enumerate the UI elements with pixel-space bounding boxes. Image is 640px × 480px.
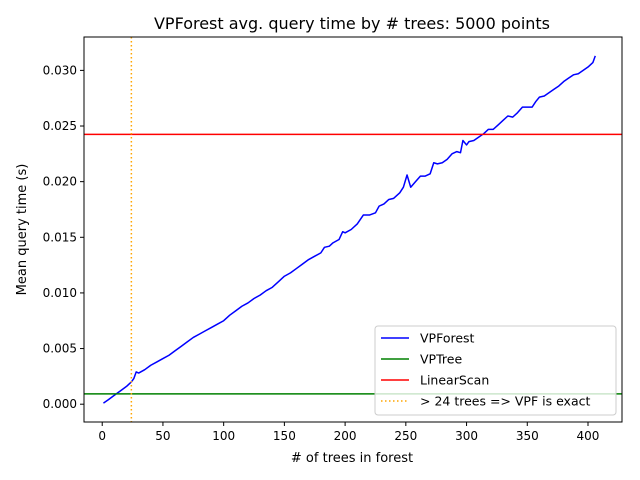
x-tick-label: 100 bbox=[212, 429, 235, 443]
x-tick-label: 250 bbox=[394, 429, 417, 443]
y-tick-label: 0.030 bbox=[43, 63, 77, 77]
x-tick-label: 300 bbox=[455, 429, 478, 443]
x-tick-label: 200 bbox=[334, 429, 357, 443]
legend-label: VPForest bbox=[420, 331, 475, 346]
legend-box bbox=[374, 325, 617, 416]
y-tick-label: 0.005 bbox=[43, 342, 77, 356]
y-axis-label: Mean query time (s) bbox=[15, 164, 30, 296]
x-tick-label: 50 bbox=[155, 429, 170, 443]
legend-label: > 24 trees => VPF is exact bbox=[420, 394, 590, 409]
plot-frame bbox=[83, 36, 623, 423]
series-line-vpforest bbox=[103, 55, 596, 404]
y-tick-label: 0.015 bbox=[43, 230, 77, 244]
x-tick-label: 0 bbox=[98, 429, 106, 443]
y-axis: 0.000 0.005 0.010 0.015 0.020 0.025 0.030 bbox=[43, 63, 84, 411]
y-tick-label: 0.025 bbox=[43, 119, 77, 133]
y-tick-label: 0.020 bbox=[43, 175, 77, 189]
x-tick-label: 150 bbox=[273, 429, 296, 443]
legend-label: LinearScan bbox=[420, 373, 489, 388]
legend-label: VPTree bbox=[420, 352, 462, 367]
y-tick-label: 0.000 bbox=[43, 397, 77, 411]
y-tick-label: 0.010 bbox=[43, 286, 77, 300]
x-tick-label: 350 bbox=[516, 429, 539, 443]
chart-title: VPForest avg. query time by # trees: 500… bbox=[154, 14, 550, 33]
x-axis-label: # of trees in forest bbox=[291, 451, 413, 466]
x-tick-label: 400 bbox=[577, 429, 600, 443]
plot-lines bbox=[84, 37, 622, 422]
x-axis: 0 50 100 150 200 250 300 350 400 bbox=[98, 422, 599, 443]
legend: VPForest VPTree LinearScan > 24 trees => VP… bbox=[374, 325, 617, 416]
